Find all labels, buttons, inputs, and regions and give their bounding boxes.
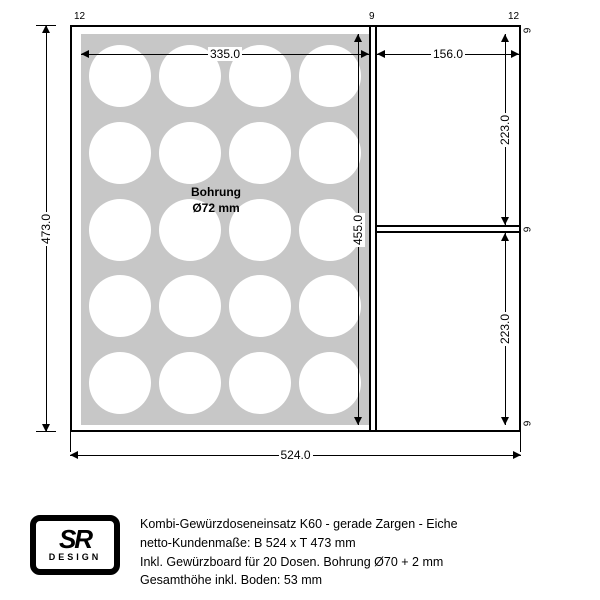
logo-top: SR: [59, 528, 91, 551]
hole: [89, 275, 151, 337]
hole: [89, 122, 151, 184]
hole: [159, 352, 221, 414]
dim-overall-height: 473.0: [26, 25, 66, 432]
technical-drawing: Bohrung Ø72 mm 335.0 156.0 455.0 223.0 2…: [70, 25, 575, 485]
hole: [159, 275, 221, 337]
hole: [89, 352, 151, 414]
dim-right-top-height: 223.0: [485, 34, 525, 225]
logo: SR DESIGN: [30, 515, 120, 575]
hole: [159, 122, 221, 184]
thick-right-bot: 9: [522, 421, 533, 427]
dim-overall-width-label: 524.0: [278, 448, 312, 462]
caption-text: Kombi-Gewürzdoseneinsatz K60 - gerade Za…: [140, 515, 458, 590]
caption-line-4: Gesamthöhe inkl. Boden: 53 mm: [140, 571, 458, 590]
thick-right-mid: 9: [522, 227, 533, 233]
dim-right-top-height-label: 223.0: [498, 112, 512, 146]
caption-line-3: Inkl. Gewürzboard für 20 Dosen. Bohrung …: [140, 553, 458, 572]
hole: [229, 352, 291, 414]
thick-top-right: 12: [508, 11, 519, 22]
dim-overall-width: 524.0: [70, 440, 521, 470]
dim-left-width: 335.0: [81, 39, 369, 69]
thick-top-mid: 9: [369, 11, 375, 22]
thick-top-left: 12: [74, 11, 85, 22]
dim-left-height-label: 455.0: [351, 212, 365, 246]
dim-right-bot-height-label: 223.0: [498, 312, 512, 346]
bohrung-label: Bohrung Ø72 mm: [176, 185, 256, 216]
logo-bottom: DESIGN: [49, 552, 102, 562]
hole: [229, 122, 291, 184]
caption-line-2: netto-Kundenmaße: B 524 x T 473 mm: [140, 534, 458, 553]
dim-left-width-label: 335.0: [208, 47, 242, 61]
thick-right-top: 9: [522, 28, 533, 34]
hole: [89, 199, 151, 261]
dim-overall-height-label: 473.0: [39, 211, 53, 245]
hole: [229, 275, 291, 337]
dim-right-bot-height: 223.0: [485, 233, 525, 425]
caption-row: SR DESIGN Kombi-Gewürzdoseneinsatz K60 -…: [30, 515, 570, 590]
bohrung-text: Bohrung Ø72 mm: [191, 185, 241, 215]
dim-right-width-label: 156.0: [431, 47, 465, 61]
caption-line-1: Kombi-Gewürzdoseneinsatz K60 - gerade Za…: [140, 515, 458, 534]
right-shelf: [377, 225, 519, 233]
dim-left-height: 455.0: [338, 34, 378, 425]
